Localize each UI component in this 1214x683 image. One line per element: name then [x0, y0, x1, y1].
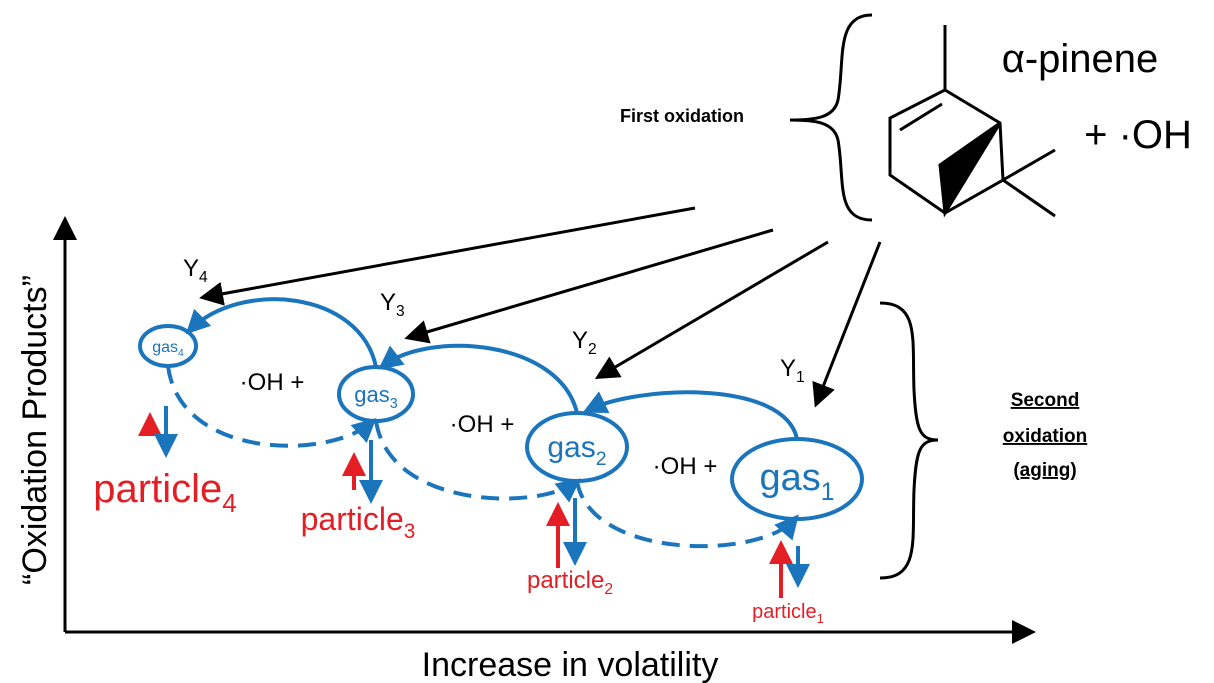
- dashed-arrows: [166, 365, 799, 549]
- particle-label: particle1: [752, 601, 824, 626]
- yield-label: Y3: [380, 289, 405, 320]
- gas: gas: [354, 382, 389, 407]
- yield-subscript: 1: [796, 369, 805, 386]
- gas-label: gas1: [759, 457, 834, 506]
- particle: particle: [93, 467, 222, 511]
- gas-label: gas4: [152, 339, 184, 359]
- yield: Y: [572, 327, 588, 354]
- gas-subscript: 2: [596, 448, 607, 470]
- gas-subscript: 1: [821, 479, 835, 506]
- gas-subscript: 4: [178, 348, 184, 359]
- gas: gas: [152, 339, 178, 356]
- x-axis-label: Increase in volatility: [422, 646, 719, 683]
- gas-label: gas2: [547, 431, 606, 470]
- oxidant: + ·OH: [1084, 113, 1192, 157]
- particle-label: particle2: [527, 567, 613, 598]
- particle: particle: [301, 501, 404, 537]
- yield: Y: [183, 255, 199, 282]
- first-oxidation-arrows: [199, 206, 882, 408]
- second-oxidation-label: (aging): [1013, 460, 1076, 481]
- molecule: [888, 25, 1056, 218]
- reactant-name: α-pinene: [1002, 37, 1159, 81]
- oxidant-label: ·OH +: [450, 411, 515, 438]
- yield-subscript: 3: [396, 303, 405, 320]
- second-oxidation-label: Second: [1011, 390, 1080, 411]
- axes: [53, 216, 1036, 644]
- gas: gas: [759, 457, 820, 499]
- yield-label: Y2: [572, 327, 597, 358]
- particle-label: particle4: [93, 467, 236, 518]
- oxidant-label: ·OH +: [240, 369, 305, 396]
- aging-arrows: [185, 297, 799, 440]
- particle-subscript: 1: [817, 611, 824, 626]
- first-oxidation-label: First oxidation: [620, 106, 744, 126]
- y-axis-label: “Oxidation Products”: [16, 275, 54, 585]
- gas-label: gas3: [354, 382, 397, 412]
- yield-subscript: 2: [588, 341, 597, 358]
- particle: particle: [527, 567, 604, 594]
- brace: [879, 301, 939, 580]
- particle-subscript: 2: [604, 581, 613, 598]
- yield: Y: [780, 355, 796, 382]
- yield-label: Y4: [183, 255, 208, 286]
- yield-subscript: 4: [199, 269, 208, 286]
- partition-arrows: [138, 406, 810, 598]
- gas: gas: [547, 431, 595, 464]
- particle-subscript: 4: [222, 488, 236, 518]
- yield: Y: [380, 289, 396, 316]
- particle-label: particle3: [301, 501, 416, 543]
- gas-subscript: 3: [390, 396, 398, 412]
- second-oxidation-label: oxidation: [1003, 426, 1087, 447]
- particle-subscript: 3: [404, 520, 416, 543]
- yield-label: Y1: [780, 355, 805, 386]
- oxidant-label: ·OH +: [653, 453, 718, 480]
- brace: [789, 13, 873, 222]
- particle: particle: [752, 601, 816, 623]
